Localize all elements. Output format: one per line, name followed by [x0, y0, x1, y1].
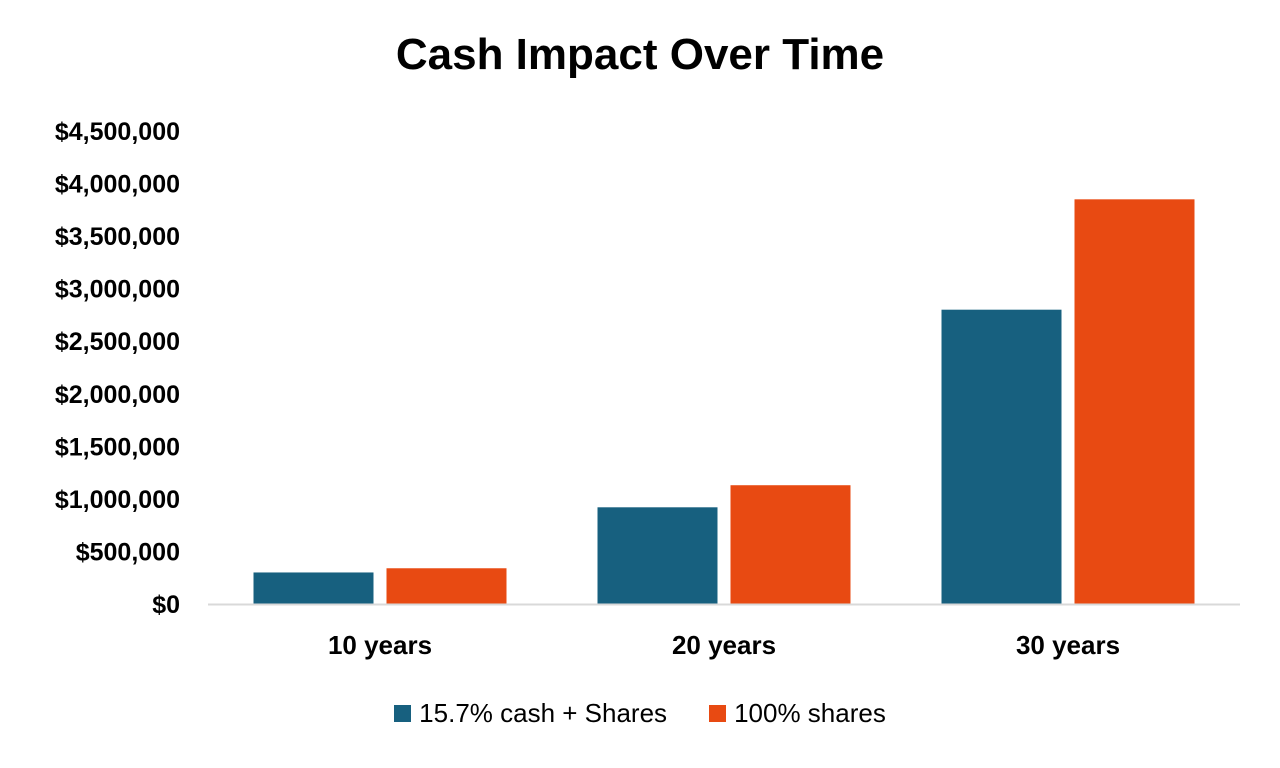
bars-group	[253, 199, 1195, 605]
y-tick-label: $2,000,000	[55, 381, 180, 409]
legend-item-series-2: 100% shares	[709, 698, 886, 729]
bar-series-2-20-years	[730, 485, 851, 604]
chart-title: Cash Impact Over Time	[395, 30, 885, 79]
y-axis-ticks: $0 $500,000 $1,000,000 $1,500,000 $2,000,000…	[55, 118, 180, 619]
bar-series-2-10-years	[386, 568, 507, 604]
x-axis-ticks: 10 years 20 years 30 years	[328, 630, 1120, 660]
bar-series-1-20-years	[597, 507, 718, 604]
x-tick-label: 30 years	[1016, 630, 1120, 660]
y-tick-label: $3,500,000	[55, 223, 180, 251]
legend-label-series-2: 100% shares	[734, 698, 886, 728]
bar-series-1-30-years	[941, 309, 1062, 604]
bar-series-1-10-years	[253, 572, 374, 604]
y-tick-label: $500,000	[76, 538, 180, 566]
y-tick-label: $0	[152, 591, 180, 619]
chart-legend: 15.7% cash + Shares 100% shares	[0, 698, 1280, 729]
y-tick-label: $2,500,000	[55, 328, 180, 356]
x-tick-label: 20 years	[672, 630, 776, 660]
y-tick-label: $4,000,000	[55, 171, 180, 199]
legend-swatch-series-1	[394, 705, 412, 722]
bar-series-2-30-years	[1074, 199, 1195, 605]
y-tick-label: $3,000,000	[55, 276, 180, 304]
x-tick-label: 10 years	[328, 630, 432, 660]
y-tick-label: $1,000,000	[55, 486, 180, 514]
y-tick-label: $4,500,000	[55, 118, 180, 146]
legend-swatch-series-2	[709, 705, 727, 722]
legend-label-series-1: 15.7% cash + Shares	[419, 698, 668, 728]
y-tick-label: $1,500,000	[55, 433, 180, 461]
legend-item-series-1: 15.7% cash + Shares	[394, 698, 667, 729]
